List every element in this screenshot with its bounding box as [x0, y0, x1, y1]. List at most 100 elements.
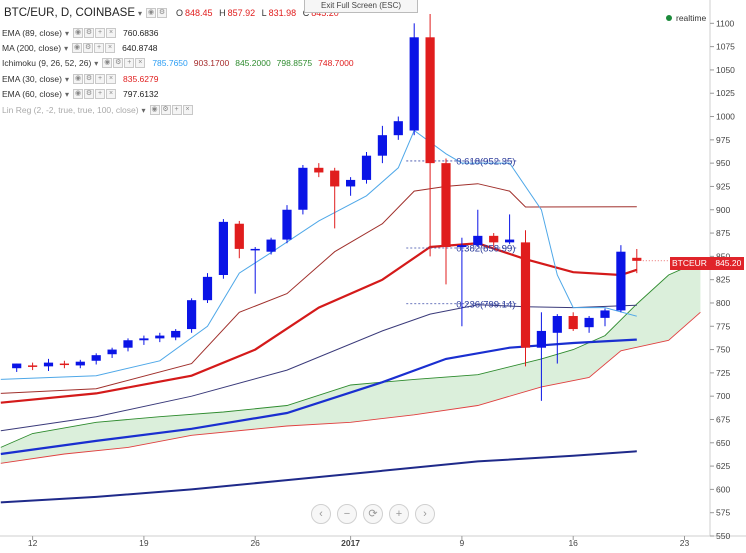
candle-body[interactable] — [489, 235, 499, 243]
candle-body[interactable] — [632, 257, 642, 261]
eye-icon[interactable]: ◉ — [72, 43, 83, 53]
symbol-title[interactable]: BTC/EUR, D, COINBASE — [4, 7, 135, 19]
candle-body[interactable] — [123, 340, 133, 348]
zoom-out-button[interactable]: − — [337, 504, 357, 524]
price-axis-label: 675 — [716, 414, 730, 424]
add-icon[interactable]: + — [95, 74, 106, 84]
candle-body[interactable] — [266, 239, 276, 252]
candle-body[interactable] — [473, 235, 483, 246]
settings-icon[interactable]: ⚙ — [157, 8, 168, 18]
scroll-right-button[interactable]: › — [415, 504, 435, 524]
candle-body[interactable] — [202, 276, 213, 301]
add-icon[interactable]: + — [95, 28, 106, 38]
candle-body[interactable] — [91, 355, 101, 361]
chevron-down-icon[interactable]: ▾ — [65, 89, 70, 99]
chevron-down-icon[interactable]: ▾ — [138, 8, 143, 18]
candle-body[interactable] — [536, 330, 546, 348]
candle-body[interactable] — [584, 317, 594, 328]
candle-body[interactable] — [393, 121, 403, 136]
candle-body[interactable] — [155, 335, 165, 339]
close-icon[interactable]: × — [182, 105, 193, 115]
price-axis-label: 925 — [716, 181, 730, 191]
eye-icon[interactable]: ◉ — [102, 58, 113, 68]
close-icon[interactable]: × — [106, 74, 117, 84]
indicator-value: 835.6279 — [123, 74, 159, 84]
settings-icon[interactable]: ⚙ — [113, 58, 124, 68]
settings-icon[interactable]: ⚙ — [84, 74, 95, 84]
candle-body[interactable] — [59, 363, 69, 366]
candle-body[interactable] — [377, 135, 387, 156]
candle-body[interactable] — [361, 155, 372, 180]
ichimoku-cloud — [0, 260, 701, 464]
candle-body[interactable] — [298, 167, 308, 210]
add-icon[interactable]: + — [94, 43, 105, 53]
candle-body[interactable] — [282, 209, 292, 240]
add-icon[interactable]: + — [95, 89, 106, 99]
settings-icon[interactable]: ⚙ — [84, 28, 95, 38]
exit-fullscreen-button[interactable]: Exit Full Screen (ESC) — [304, 0, 418, 13]
reset-chart-button[interactable]: ⟳ — [363, 504, 383, 524]
candle-body[interactable] — [314, 167, 324, 173]
candle-body[interactable] — [218, 221, 228, 275]
candle-body[interactable] — [139, 338, 149, 341]
add-icon[interactable]: + — [171, 105, 182, 115]
indicator-row[interactable]: MA (200, close) ▾ ◉ ⚙ + × 640.8748 — [0, 41, 158, 55]
time-axis-label: 26 — [250, 538, 260, 548]
zoom-in-button[interactable]: + — [389, 504, 409, 524]
candle-body[interactable] — [552, 316, 562, 333]
candle-body[interactable] — [28, 365, 38, 367]
candle-body[interactable] — [505, 239, 515, 243]
candle-body[interactable] — [75, 361, 85, 366]
indicator-name: EMA (89, close) — [2, 28, 62, 38]
price-axis-label: 650 — [716, 438, 730, 448]
candle-body[interactable] — [171, 330, 181, 338]
eye-icon[interactable]: ◉ — [149, 105, 160, 115]
candle-body[interactable] — [616, 251, 626, 311]
close-icon[interactable]: × — [106, 89, 117, 99]
close-icon[interactable]: × — [135, 58, 146, 68]
candle-body[interactable] — [330, 170, 340, 187]
candle-body[interactable] — [520, 242, 531, 348]
candle-body[interactable] — [600, 310, 610, 318]
candle-body[interactable] — [568, 316, 578, 330]
close-icon[interactable]: × — [106, 28, 117, 38]
close-icon[interactable]: × — [105, 43, 116, 53]
indicator-row[interactable]: EMA (89, close) ▾ ◉ ⚙ + × 760.6836 — [0, 26, 158, 40]
settings-icon[interactable]: ⚙ — [84, 89, 95, 99]
candle-body[interactable] — [425, 37, 435, 164]
indicator-row[interactable]: EMA (60, close) ▾ ◉ ⚙ + × 797.6132 — [0, 87, 158, 101]
candle-body[interactable] — [43, 362, 54, 367]
candle-body[interactable] — [250, 248, 260, 251]
indicator-row[interactable]: Lin Reg (2, -2, true, true, 100, close) ▾… — [0, 103, 194, 117]
chevron-down-icon[interactable]: ▾ — [64, 43, 69, 53]
scroll-left-button[interactable]: ‹ — [311, 504, 331, 524]
indicator-row[interactable]: Ichimoku (9, 26, 52, 26) ▾ ◉ ⚙ + × 785.7650 903… — [0, 56, 354, 70]
indicator-row[interactable]: EMA (30, close) ▾ ◉ ⚙ + × 835.6279 — [0, 72, 158, 86]
candle-body[interactable] — [409, 37, 419, 131]
indicator-value: 785.7650 — [152, 58, 188, 68]
add-icon[interactable]: + — [124, 58, 135, 68]
candle-body[interactable] — [12, 363, 22, 369]
candle-body[interactable] — [107, 349, 117, 355]
price-axis-label: 575 — [716, 508, 730, 518]
settings-icon[interactable]: ⚙ — [160, 105, 171, 115]
settings-icon[interactable]: ⚙ — [83, 43, 94, 53]
candle-body[interactable] — [457, 245, 467, 248]
chevron-down-icon[interactable]: ▾ — [65, 28, 70, 38]
candle-body[interactable] — [346, 179, 356, 187]
chevron-down-icon[interactable]: ▾ — [94, 58, 99, 68]
eye-icon[interactable]: ◉ — [73, 28, 84, 38]
eye-icon[interactable]: ◉ — [73, 89, 84, 99]
chevron-down-icon[interactable]: ▾ — [141, 105, 146, 115]
price-axis-label: 1000 — [716, 112, 735, 122]
eye-icon[interactable]: ◉ — [73, 74, 84, 84]
eye-icon[interactable]: ◉ — [146, 8, 157, 18]
indicator-value: 798.8575 — [276, 58, 313, 68]
candle-body[interactable] — [187, 300, 197, 330]
candle-body[interactable] — [234, 223, 244, 249]
ema60-line — [0, 304, 637, 432]
candle-body[interactable] — [441, 163, 451, 248]
chevron-down-icon[interactable]: ▾ — [65, 74, 70, 84]
